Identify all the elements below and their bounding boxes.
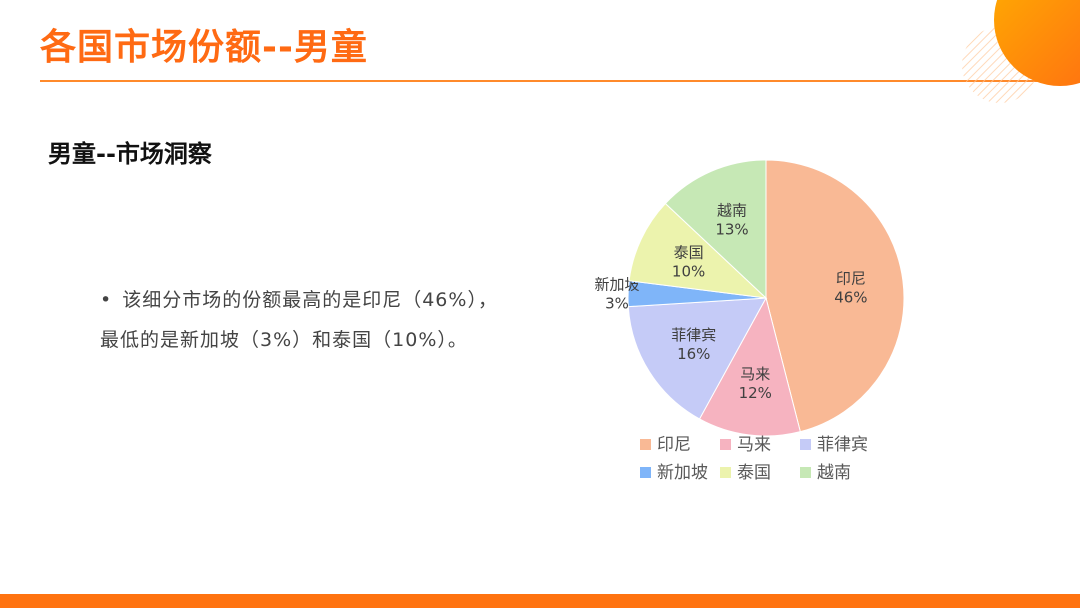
slice-label: 菲律宾 (671, 326, 716, 344)
bullet-text: • 该细分市场的份额最高的是印尼（46%）， 最低的是新加坡（3%）和泰国（10%… (100, 280, 560, 360)
pie-slice (765, 159, 905, 433)
slice-label: 越南 (717, 201, 747, 219)
slice-value-label: 12% (739, 384, 772, 402)
title-underline (40, 80, 1040, 82)
legend-swatch (800, 467, 811, 478)
legend-label: 越南 (817, 463, 851, 483)
page-title: 各国市场份额--男童 (40, 27, 368, 68)
slice-label: 新加坡 (595, 275, 640, 293)
pie-slice (664, 159, 767, 300)
slice-value-label: 10% (672, 263, 705, 281)
section-subtitle: 男童--市场洞察 (48, 140, 212, 168)
corner-decoration (962, 0, 1080, 103)
legend-swatch (720, 439, 731, 450)
legend-label: 马来 (737, 435, 771, 455)
legend-label: 菲律宾 (817, 435, 868, 455)
slice-value-label: 46% (834, 288, 867, 306)
slice-value-label: 13% (715, 220, 748, 238)
slice-label: 泰国 (674, 244, 704, 262)
slice-value-label: 3% (605, 294, 629, 312)
legend-label: 新加坡 (657, 463, 708, 483)
bottom-bar (0, 594, 1080, 608)
legend-swatch (640, 467, 651, 478)
legend-label: 印尼 (657, 435, 691, 455)
pie-slice (627, 297, 767, 420)
slice-label: 马来 (740, 365, 770, 383)
bullet-line-1: 该细分市场的份额最高的是印尼（46%）， (122, 289, 498, 311)
legend-swatch (640, 439, 651, 450)
legend-swatch (720, 467, 731, 478)
pie-slice (698, 296, 801, 437)
bullet-line-2: 最低的是新加坡（3%）和泰国（10%）。 (100, 329, 468, 351)
bullet-dot: • (100, 289, 113, 311)
legend-label: 泰国 (737, 463, 771, 483)
legend-swatch (800, 439, 811, 450)
slice-value-label: 16% (677, 345, 710, 363)
slice-label: 印尼 (836, 269, 866, 287)
pie-slice (628, 202, 768, 299)
